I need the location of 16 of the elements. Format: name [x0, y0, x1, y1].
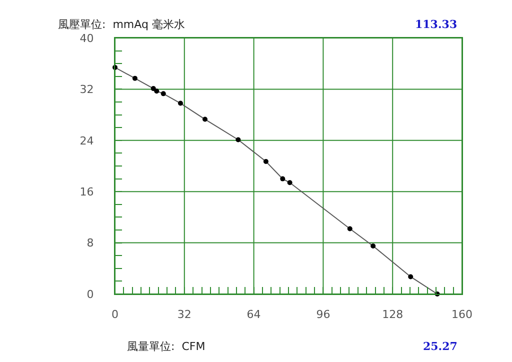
x-tick-label: 128 — [382, 308, 404, 322]
y-tick-label: 24 — [80, 134, 94, 148]
x-tick-label: 64 — [246, 308, 261, 322]
x-axis-title: 風量單位: CFM — [127, 340, 206, 353]
y-tick-label: 40 — [80, 32, 94, 45]
text: 113.33 — [415, 18, 458, 31]
x-tick-label: 0 — [112, 308, 118, 322]
y-axis-title: 風壓單位: mmAq 毫米水 — [58, 18, 185, 31]
y-tick-label: 8 — [86, 236, 94, 250]
x-tick-label: 160 — [452, 308, 472, 322]
x-tick-label: 32 — [177, 308, 192, 322]
text: 25.27 — [423, 340, 458, 353]
y-tick-label: 32 — [80, 83, 94, 96]
y-tick-label: 16 — [80, 185, 94, 198]
x-tick-label: 96 — [316, 308, 330, 322]
y-tick-label: 0 — [86, 288, 94, 301]
